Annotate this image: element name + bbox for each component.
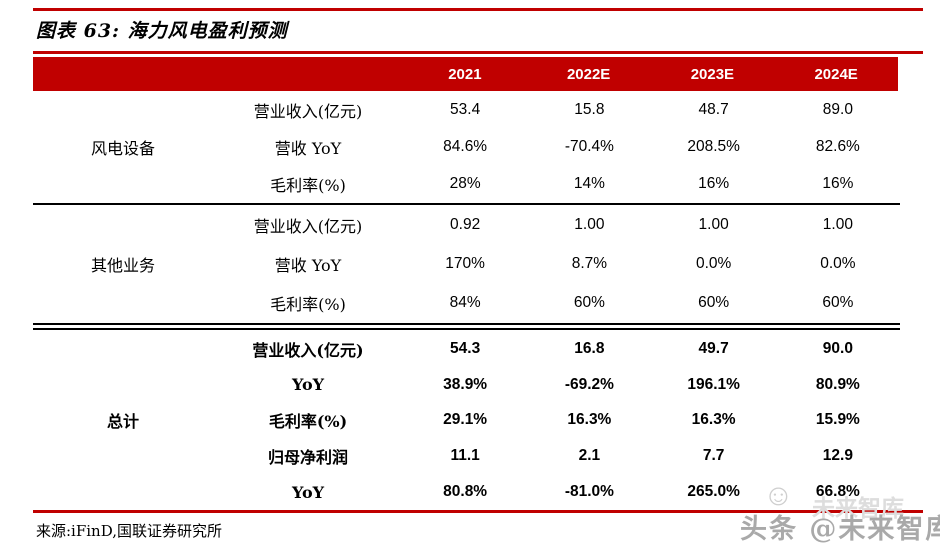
cell-value: -70.4% bbox=[564, 137, 614, 155]
header-top-rule bbox=[33, 51, 923, 54]
cell-value: 12.9 bbox=[822, 447, 853, 465]
cell-value: 8.7% bbox=[571, 254, 608, 272]
cell-value: 0.0% bbox=[695, 254, 732, 272]
cell-value: 1.00 bbox=[574, 215, 605, 233]
cell-value: 28% bbox=[449, 175, 481, 193]
cell-value: 48.7 bbox=[698, 100, 729, 118]
cell-value: 11.1 bbox=[450, 447, 480, 465]
column-header-2023e: 2023E bbox=[690, 65, 735, 83]
cell-value: 53.4 bbox=[450, 100, 481, 118]
cell-value: 208.5% bbox=[687, 137, 740, 155]
cell-value: 265.0% bbox=[687, 483, 740, 501]
cell-value: 84% bbox=[449, 294, 481, 312]
group-label: 风电设备 bbox=[90, 138, 155, 158]
row-label: 归母净利润 bbox=[267, 448, 348, 468]
column-header-2021: 2021 bbox=[448, 65, 482, 83]
cell-value: 170% bbox=[445, 254, 485, 272]
cell-value: 1.00 bbox=[822, 215, 853, 233]
section-wind-equipment: 风电设备 营业收入(亿元) 53.4 15.8 48.7 89.0 营收 YoY… bbox=[33, 91, 900, 203]
column-header-2022e: 2022E bbox=[566, 65, 611, 83]
section-other-business: 其他业务 营业收入(亿元) 0.92 1.00 1.00 1.00 营收 YoY… bbox=[33, 205, 900, 323]
cell-value: 82.6% bbox=[815, 137, 860, 155]
row-label: 毛利率(%) bbox=[270, 295, 346, 315]
row-label: 营业收入(亿元) bbox=[252, 340, 364, 360]
row-label: 营收 YoY bbox=[274, 255, 342, 275]
cell-value: 16% bbox=[698, 175, 730, 193]
cell-value: 80.9% bbox=[815, 375, 860, 393]
bottom-accent-rule bbox=[33, 510, 923, 513]
cell-value: 66.8% bbox=[815, 483, 860, 501]
row-label: 营收 YoY bbox=[274, 138, 342, 158]
cell-value: 0.92 bbox=[450, 215, 481, 233]
cell-value: 1.00 bbox=[698, 215, 729, 233]
cell-value: 38.9% bbox=[443, 375, 488, 393]
group-label: 其他业务 bbox=[90, 255, 155, 275]
cell-value: 16% bbox=[822, 175, 854, 193]
watermark-text: 头条 @未来智库 bbox=[740, 514, 940, 545]
row-label: 营业收入(亿元) bbox=[253, 216, 363, 236]
cell-value: 16.3% bbox=[567, 411, 612, 429]
row-label: 毛利率(%) bbox=[268, 412, 348, 432]
cell-value: 14% bbox=[573, 175, 605, 193]
section-total: 总计 营业收入(亿元) 54.3 16.8 49.7 90.0 YoY 38.9… bbox=[33, 331, 900, 510]
row-label: YoY bbox=[291, 482, 325, 502]
column-header-2024e: 2024E bbox=[814, 65, 858, 83]
total-divider-double-rule bbox=[33, 323, 900, 331]
watermark-smiley-icon: ☺ bbox=[763, 479, 794, 512]
row-label: 营业收入(亿元) bbox=[253, 101, 363, 121]
cell-value: 7.7 bbox=[702, 447, 725, 465]
top-accent-rule bbox=[33, 8, 923, 11]
table-header-row: 2021 2022E 2023E 2024E bbox=[33, 57, 898, 91]
section-divider-rule bbox=[33, 203, 900, 205]
row-label: 毛利率(%) bbox=[270, 176, 346, 196]
cell-value: 2.1 bbox=[578, 447, 601, 465]
cell-value: 15.9% bbox=[815, 411, 860, 429]
cell-value: 0.0% bbox=[820, 254, 856, 272]
forecast-table: 2021 2022E 2023E 2024E 风电设备 营业收入(亿元) 53.… bbox=[33, 57, 900, 510]
cell-value: 16.3% bbox=[691, 411, 736, 429]
cell-value: 16.8 bbox=[574, 339, 605, 357]
cell-value: 89.0 bbox=[822, 100, 853, 118]
cell-value: 60% bbox=[573, 294, 605, 312]
cell-value: 84.6% bbox=[443, 137, 488, 155]
group-label: 总计 bbox=[106, 412, 139, 432]
row-label: YoY bbox=[291, 375, 325, 395]
cell-value: 15.8 bbox=[574, 100, 605, 118]
cell-value: 196.1% bbox=[687, 375, 740, 393]
cell-value: 29.1% bbox=[443, 411, 488, 429]
cell-value: -81.0% bbox=[564, 483, 614, 501]
cell-value: 54.3 bbox=[450, 339, 481, 357]
watermark-ghost-text: 未来智库 bbox=[812, 495, 904, 522]
cell-value: 60% bbox=[698, 294, 730, 312]
figure-title: 图表 63: 海力风电盈利预测 bbox=[36, 20, 288, 42]
cell-value: 60% bbox=[822, 294, 854, 312]
source-note: 来源:iFinD,国联证券研究所 bbox=[36, 522, 222, 540]
cell-value: -69.2% bbox=[564, 375, 614, 393]
cell-value: 49.7 bbox=[698, 339, 729, 357]
cell-value: 90.0 bbox=[822, 339, 853, 357]
cell-value: 80.8% bbox=[443, 483, 488, 501]
